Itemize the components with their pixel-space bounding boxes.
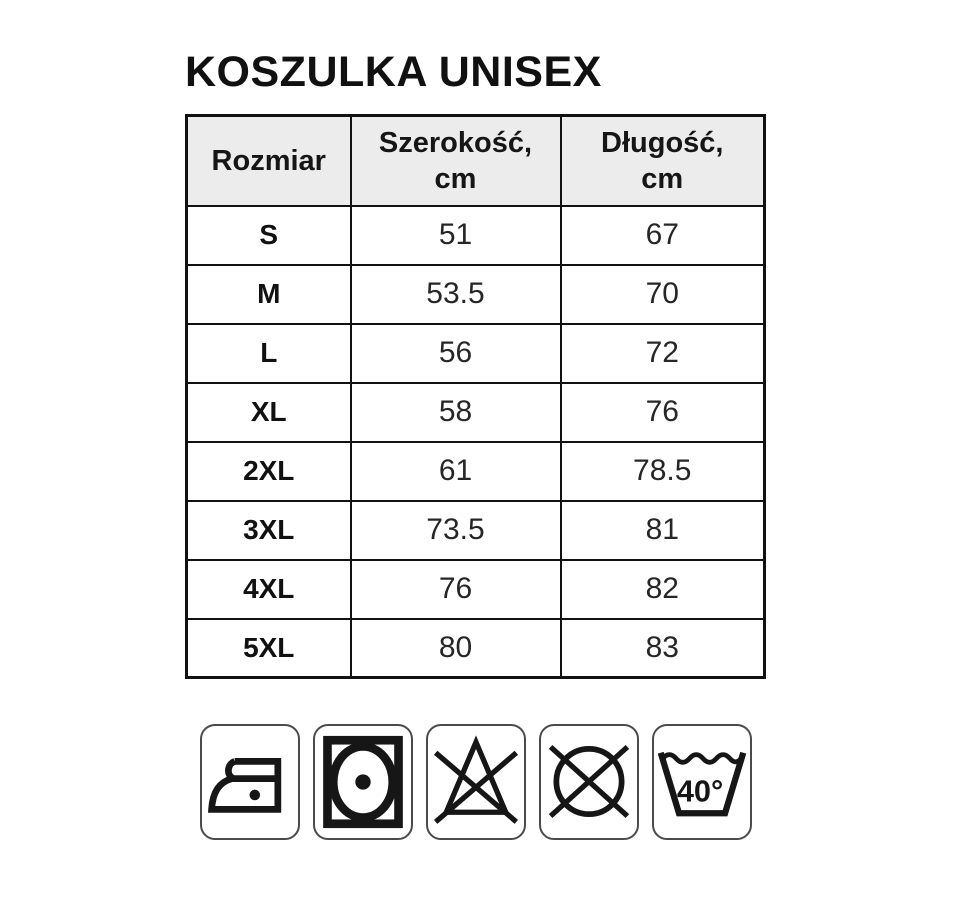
table-row: S 51 67 bbox=[185, 204, 766, 266]
table-row: 3XL 73.5 81 bbox=[185, 499, 766, 561]
header-width-line1: Szerokość, bbox=[378, 126, 533, 159]
table-row: 4XL 76 82 bbox=[185, 558, 766, 620]
length-cell: 72 bbox=[559, 322, 766, 384]
col-header-size: Rozmiar bbox=[185, 114, 352, 207]
table-row: 2XL 61 78.5 bbox=[185, 440, 766, 502]
width-cell: 58 bbox=[349, 381, 562, 443]
length-cell: 78.5 bbox=[559, 440, 766, 502]
table-header-row: Rozmiar Szerokość, cm Długość, cm bbox=[185, 114, 766, 207]
header-length-line1: Długość, bbox=[601, 126, 724, 159]
length-cell: 81 bbox=[559, 499, 766, 561]
length-cell: 83 bbox=[559, 617, 766, 679]
table-row: 5XL 80 83 bbox=[185, 617, 766, 679]
length-cell: 76 bbox=[559, 381, 766, 443]
width-cell: 73.5 bbox=[349, 499, 562, 561]
table-row: M 53.5 70 bbox=[185, 263, 766, 325]
width-cell: 53.5 bbox=[349, 263, 562, 325]
col-header-length: Długość, cm bbox=[559, 114, 766, 207]
width-cell: 76 bbox=[349, 558, 562, 620]
width-cell: 61 bbox=[349, 440, 562, 502]
iron-one-dot-icon bbox=[200, 724, 300, 840]
header-size-label: Rozmiar bbox=[211, 144, 326, 177]
size-table: Rozmiar Szerokość, cm Długość, cm S 51 6… bbox=[185, 114, 766, 679]
size-cell: M bbox=[185, 263, 352, 325]
tumble-dry-icon bbox=[313, 724, 413, 840]
table-row: XL 58 76 bbox=[185, 381, 766, 443]
page-title: KOSZULKA UNISEX bbox=[185, 48, 602, 96]
length-cell: 70 bbox=[559, 263, 766, 325]
size-cell: 4XL bbox=[185, 558, 352, 620]
size-cell: XL bbox=[185, 381, 352, 443]
wash-temperature-label: 40° bbox=[677, 774, 723, 809]
size-cell: L bbox=[185, 322, 352, 384]
size-cell: 5XL bbox=[185, 617, 352, 679]
width-cell: 51 bbox=[349, 204, 562, 266]
width-cell: 56 bbox=[349, 322, 562, 384]
size-cell: 2XL bbox=[185, 440, 352, 502]
care-symbols-row: 40° bbox=[200, 724, 960, 840]
length-cell: 82 bbox=[559, 558, 766, 620]
header-length-line2: cm bbox=[641, 162, 684, 195]
size-cell: S bbox=[185, 204, 352, 266]
do-not-dry-clean-icon bbox=[539, 724, 639, 840]
size-cell: 3XL bbox=[185, 499, 352, 561]
col-header-width: Szerokość, cm bbox=[349, 114, 562, 207]
header-width-line2: cm bbox=[434, 162, 477, 195]
size-chart-page: KOSZULKA UNISEX Rozmiar Szerokość, cm Dł… bbox=[185, 48, 960, 840]
do-not-bleach-icon bbox=[426, 724, 526, 840]
length-cell: 67 bbox=[559, 204, 766, 266]
width-cell: 80 bbox=[349, 617, 562, 679]
table-row: L 56 72 bbox=[185, 322, 766, 384]
wash-40-icon: 40° bbox=[652, 724, 752, 840]
